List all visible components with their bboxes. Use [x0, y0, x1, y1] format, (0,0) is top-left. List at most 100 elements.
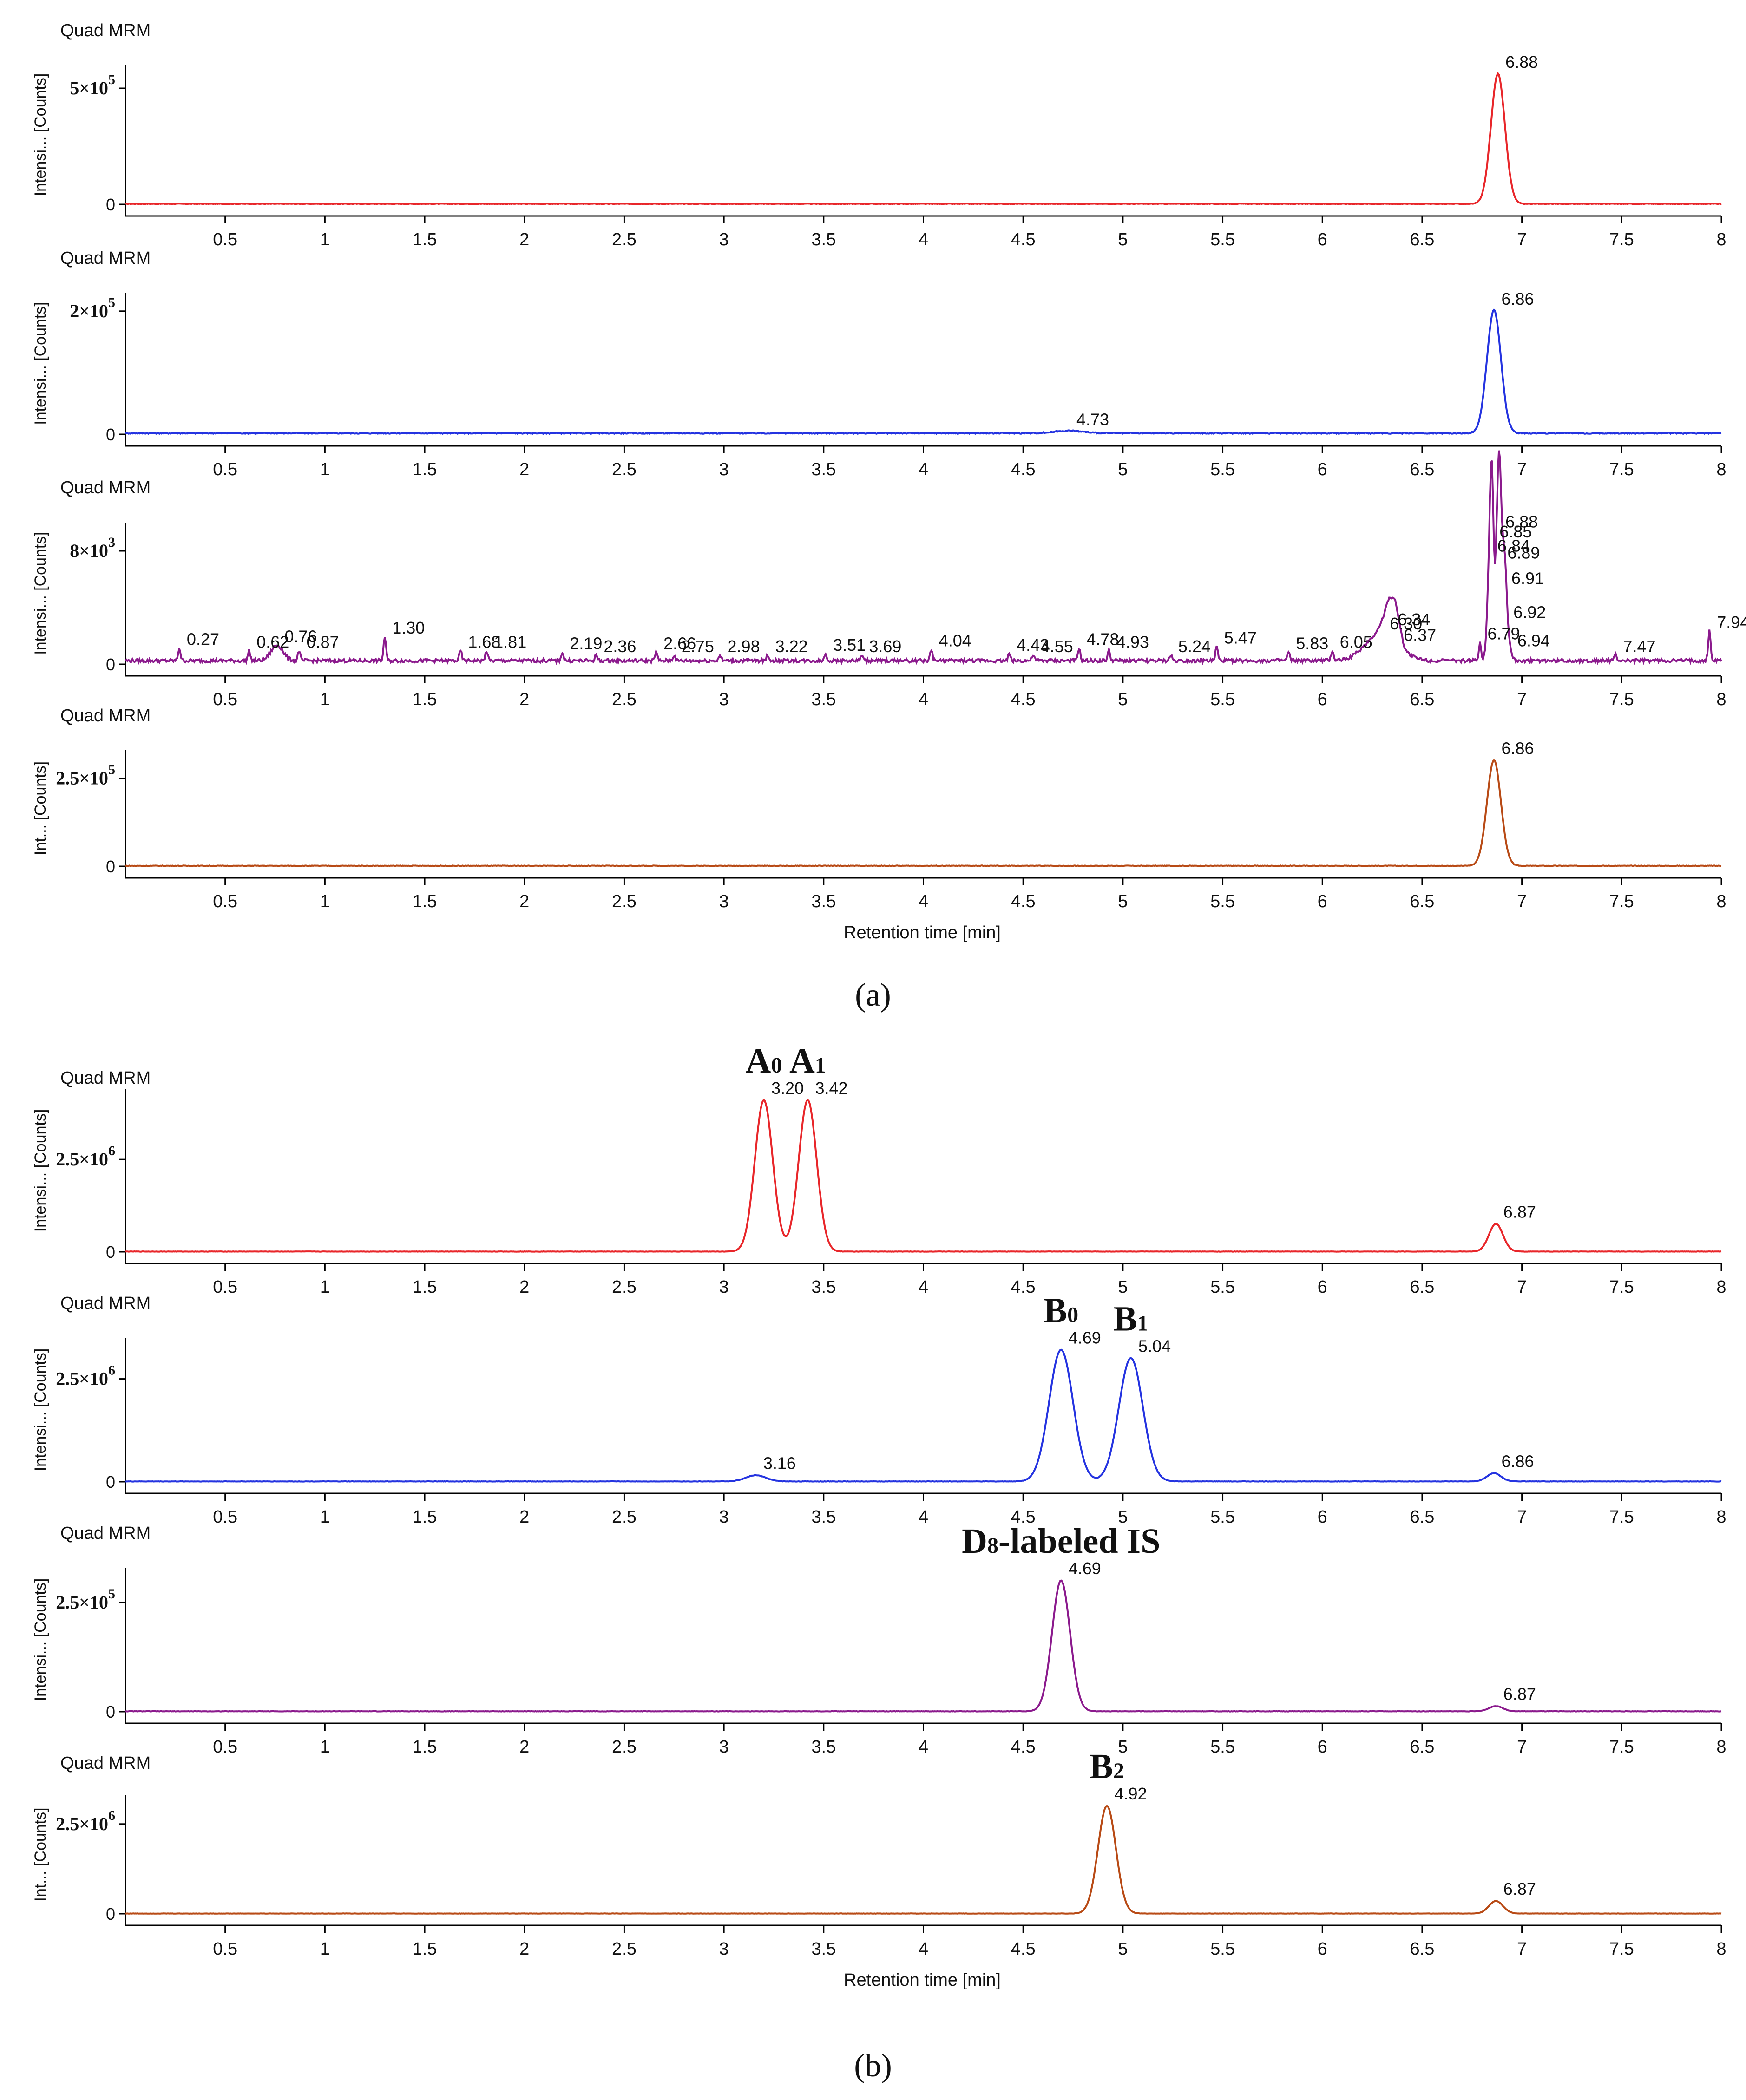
x-tick-label: 4 [919, 1507, 928, 1527]
y-axis-label: Intensi... [Counts] [32, 532, 49, 655]
peak-label: 2.75 [682, 637, 714, 656]
x-tick-label: 5 [1118, 892, 1128, 911]
x-tick-label: 6 [1318, 460, 1327, 479]
x-tick-label: 4.5 [1011, 460, 1036, 479]
x-tick-label: 5.5 [1210, 1507, 1235, 1527]
peak-label: 0.62 [256, 633, 289, 652]
peak-label: 6.88 [1505, 512, 1538, 531]
y-tick-label: 0 [106, 425, 115, 444]
chromatogram-panels: Quad MRM Intensi... [Counts] 0 5×105 0.5 1 1.5… [32, 21, 1746, 1990]
x-tick-label: 4 [919, 690, 928, 709]
x-tick-label: 1.5 [413, 1507, 437, 1527]
x-tick-label: 6.5 [1410, 1737, 1435, 1757]
x-tick-label: 7.5 [1609, 460, 1634, 479]
x-tick-label: 0.5 [213, 1507, 237, 1527]
x-tick-label: 6 [1318, 1277, 1327, 1297]
peak-label: 6.30 [1390, 614, 1422, 633]
x-tick-label: 8 [1716, 230, 1726, 249]
compound-annotation: A1 [789, 1041, 826, 1080]
x-tick-label: 2.5 [612, 690, 637, 709]
peak-label: 7.94 [1717, 613, 1746, 632]
panel-title: Quad MRM [60, 21, 151, 40]
x-tick-label: 0.5 [213, 230, 237, 249]
x-tick-label: 2.5 [612, 460, 637, 479]
x-tick-label: 1 [320, 230, 330, 249]
y-axis-label: Intensi... [Counts] [32, 73, 49, 196]
x-tick-label: 5.5 [1210, 460, 1235, 479]
x-tick-label: 3.5 [811, 460, 836, 479]
x-tick-label: 3 [719, 892, 729, 911]
x-tick-label: 2 [519, 892, 529, 911]
y-tick-label: 2×105 [70, 295, 115, 321]
x-tick-label: 1 [320, 1507, 330, 1527]
peak-label: 6.87 [1503, 1879, 1536, 1898]
peak-label: 1.81 [494, 633, 526, 652]
x-tick-label: 1 [320, 892, 330, 911]
peak-label: 6.86 [1502, 289, 1534, 308]
x-tick-label: 8 [1716, 892, 1726, 911]
x-tick-label: 1 [320, 1939, 330, 1959]
peak-label: 4.55 [1041, 637, 1073, 656]
x-tick-label: 8 [1716, 1737, 1726, 1757]
compound-annotation: B0 [1044, 1291, 1078, 1330]
trace-line [125, 1099, 1722, 1253]
x-tick-label: 3.5 [811, 892, 836, 911]
chart-panel-8: Quad MRM Int... [Counts] 0 2.5×106 0.5 1 1.5 2 2… [32, 1747, 1726, 1990]
x-tick-label: 7 [1517, 1939, 1527, 1959]
x-tick-label: 2.5 [612, 892, 637, 911]
y-tick-label: 5×105 [70, 72, 115, 98]
peak-label: 5.04 [1138, 1336, 1171, 1355]
x-tick-label: 7.5 [1609, 1277, 1634, 1297]
x-tick-label: 6 [1318, 1737, 1327, 1757]
x-tick-label: 1 [320, 460, 330, 479]
peak-label: 6.86 [1502, 1452, 1534, 1471]
peak-label: 6.91 [1511, 569, 1544, 588]
y-axis-label: Int... [Counts] [32, 1807, 49, 1901]
x-tick-label: 3 [719, 1507, 729, 1527]
x-tick-label: 5 [1118, 1939, 1128, 1959]
x-tick-label: 2 [519, 1737, 529, 1757]
peak-label: 6.92 [1513, 603, 1546, 622]
y-axis-label: Intensi... [Counts] [32, 302, 49, 425]
x-tick-label: 1.5 [413, 1737, 437, 1757]
x-tick-label: 0.5 [213, 1939, 237, 1959]
peak-label: 5.24 [1178, 637, 1211, 656]
panel-title: Quad MRM [60, 1753, 151, 1773]
x-tick-label: 3 [719, 690, 729, 709]
x-tick-label: 4 [919, 1277, 928, 1297]
x-tick-label: 8 [1716, 1939, 1726, 1959]
x-tick-label: 0.5 [213, 892, 237, 911]
x-tick-label: 7.5 [1609, 1939, 1634, 1959]
peak-label: 2.66 [663, 634, 696, 653]
chart-panel-1: Quad MRM Intensi... [Counts] 0 5×105 0.5 1 1.5… [32, 21, 1726, 249]
peak-label: 3.16 [763, 1454, 796, 1473]
peak-label: 3.51 [833, 635, 866, 654]
y-tick-label: 0 [106, 1243, 115, 1262]
peak-label: 6.87 [1503, 1202, 1536, 1221]
peak-label: 0.76 [284, 627, 317, 646]
x-axis-title: Retention time [min] [844, 923, 1001, 942]
x-tick-label: 5 [1118, 690, 1128, 709]
x-tick-label: 3.5 [811, 1939, 836, 1959]
x-tick-label: 3 [719, 1939, 729, 1959]
x-tick-label: 7.5 [1609, 1737, 1634, 1757]
peak-label: 4.73 [1076, 410, 1109, 429]
x-tick-label: 6.5 [1410, 1277, 1435, 1297]
peak-label: 4.43 [1017, 635, 1049, 654]
peak-label: 4.69 [1069, 1559, 1101, 1578]
trace-line [125, 1348, 1722, 1483]
caption-b: (b) [854, 2048, 892, 2084]
x-tick-label: 8 [1716, 1507, 1726, 1527]
x-tick-label: 7 [1517, 1507, 1527, 1527]
peak-label: 5.47 [1224, 628, 1257, 648]
x-tick-label: 1 [320, 1737, 330, 1757]
peak-label: 6.37 [1404, 625, 1436, 644]
peak-label: 4.69 [1069, 1328, 1101, 1348]
y-tick-label: 0 [106, 1472, 115, 1492]
peak-label: 2.36 [604, 637, 636, 656]
y-tick-label: 2.5×106 [56, 1363, 115, 1389]
compound-annotation: D8-labeled IS [962, 1522, 1160, 1561]
x-tick-label: 6.5 [1410, 230, 1435, 249]
panel-title: Quad MRM [60, 706, 151, 726]
x-tick-label: 7.5 [1609, 892, 1634, 911]
